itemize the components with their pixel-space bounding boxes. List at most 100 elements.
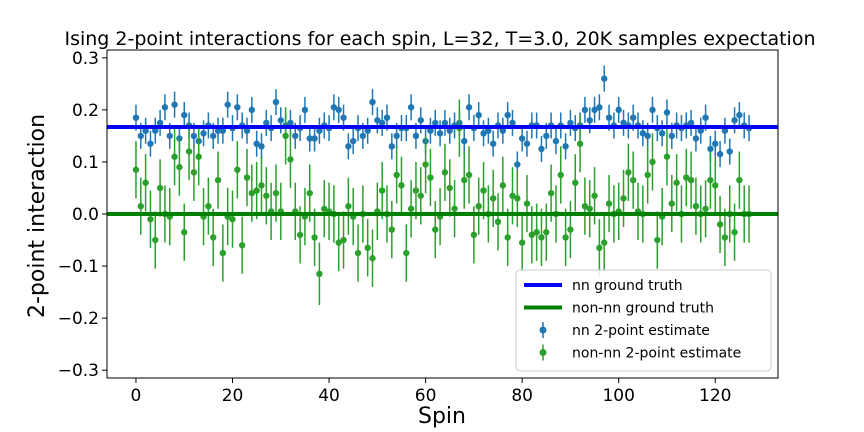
data-point: [629, 114, 637, 121]
data-point: [393, 171, 400, 179]
plot-area: [107, 65, 778, 306]
x-tick-label: 20: [222, 386, 244, 406]
data-point: [301, 106, 309, 114]
data-point: [707, 145, 714, 153]
data-point: [736, 111, 743, 119]
data-point: [576, 140, 584, 147]
data-point: [292, 132, 299, 140]
data-point: [716, 221, 724, 228]
data-point: [263, 192, 270, 199]
data-point: [538, 234, 545, 241]
data-point: [663, 153, 671, 160]
data-point: [562, 143, 569, 150]
data-point: [518, 135, 526, 142]
y-axis-label: 2-point interaction: [25, 114, 50, 318]
data-point: [374, 117, 381, 124]
data-point: [248, 189, 256, 197]
data-point: [378, 119, 386, 127]
data-point: [214, 127, 222, 134]
data-point: [258, 143, 265, 150]
data-point: [509, 119, 516, 127]
data-point: [234, 104, 241, 111]
data-point: [137, 132, 144, 140]
data-point: [567, 226, 574, 233]
data-point: [190, 132, 198, 140]
data-point: [543, 132, 550, 140]
series-nn-estimate: [132, 65, 753, 178]
data-point: [311, 135, 318, 142]
data-point: [407, 104, 415, 111]
data-point: [364, 244, 371, 252]
data-point: [176, 163, 183, 171]
data-point: [586, 205, 593, 212]
data-point: [214, 176, 222, 184]
data-point: [234, 166, 241, 173]
data-point: [465, 104, 473, 111]
data-point: [200, 130, 207, 137]
data-point: [605, 114, 613, 121]
data-point: [687, 119, 695, 127]
data-point: [403, 249, 410, 257]
data-point: [369, 98, 376, 106]
data-point: [296, 231, 304, 239]
data-point: [272, 98, 280, 106]
data-point: [562, 234, 569, 241]
legend: nn ground truth non-nn ground truth nn 2-p…: [515, 269, 772, 372]
data-point: [248, 106, 256, 114]
data-point: [615, 106, 622, 114]
data-point: [504, 111, 511, 119]
y-tick-label: 0.3: [72, 49, 99, 69]
data-point: [499, 182, 507, 189]
data-point: [330, 104, 338, 111]
data-point: [658, 130, 666, 137]
data-point: [156, 119, 164, 127]
data-point: [596, 104, 603, 111]
data-point: [185, 148, 193, 155]
data-point: [383, 114, 391, 121]
legend-box: [515, 269, 772, 372]
data-point: [417, 192, 424, 199]
legend-label: non-nn 2-point estimate: [572, 346, 741, 362]
data-point: [243, 127, 251, 134]
data-point: [238, 242, 246, 249]
data-point: [142, 179, 149, 186]
data-point: [432, 226, 439, 233]
data-point: [335, 106, 342, 114]
data-point: [229, 216, 236, 223]
data-point: [451, 205, 458, 212]
data-point: [436, 130, 444, 137]
x-tick-label: 100: [602, 386, 634, 406]
data-point: [552, 137, 560, 145]
data-point: [639, 130, 647, 137]
data-point: [663, 109, 671, 116]
data-point: [446, 127, 453, 134]
data-point: [697, 127, 704, 134]
y-tick-label: 0.2: [72, 101, 99, 121]
data-point: [470, 231, 478, 239]
data-point: [489, 195, 497, 202]
data-point: [272, 189, 280, 197]
data-point: [504, 234, 511, 241]
data-point: [485, 127, 492, 134]
data-point: [518, 239, 526, 246]
data-point: [205, 202, 212, 210]
data-point: [446, 184, 453, 192]
data-point: [349, 137, 357, 145]
data-point: [712, 140, 719, 147]
data-point: [156, 184, 164, 192]
data-point: [702, 205, 709, 212]
y-tick-label: 0.0: [72, 205, 99, 225]
data-point: [441, 169, 449, 176]
data-point: [543, 229, 550, 236]
data-point: [591, 192, 598, 199]
y-tick-label: −0.3: [58, 361, 99, 381]
data-point: [514, 161, 521, 168]
data-point: [601, 239, 608, 246]
data-point: [572, 179, 579, 186]
data-point: [277, 117, 284, 124]
data-point: [528, 231, 536, 239]
data-point: [253, 187, 260, 194]
data-point: [644, 171, 651, 179]
data-point: [465, 171, 473, 179]
